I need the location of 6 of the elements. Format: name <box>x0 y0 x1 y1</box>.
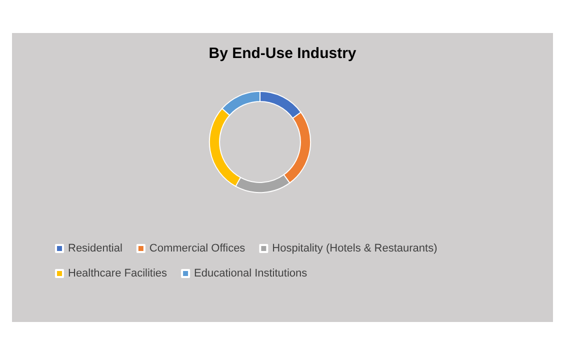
legend-label: Educational Institutions <box>194 268 308 280</box>
legend-label: Healthcare Facilities <box>68 268 168 280</box>
legend-label: Hospitality (Hotels & Restaurants) <box>272 242 438 254</box>
legend-label: Commercial Offices <box>149 242 246 254</box>
chart-title: By End-Use Industry <box>208 45 357 62</box>
legend-label: Residential <box>68 242 122 254</box>
